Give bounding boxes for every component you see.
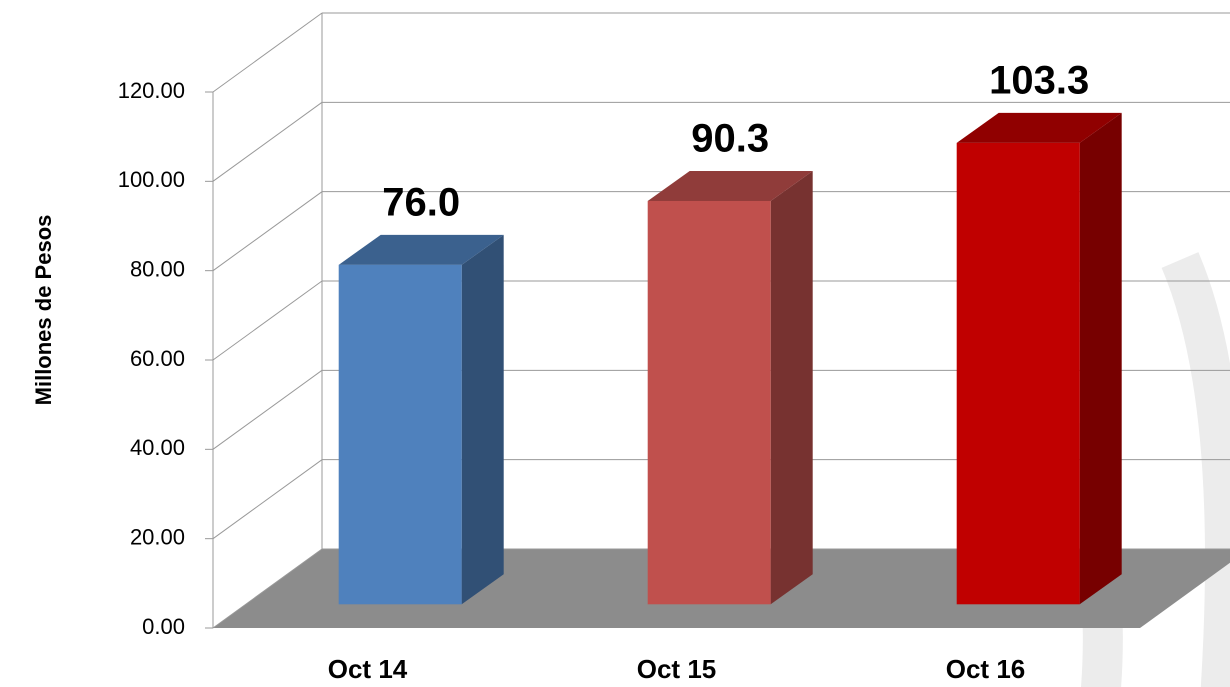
x-tick-label: Oct 15 [637,654,717,684]
bar-top [956,112,1122,143]
grid-line [212,369,323,450]
grid-line [212,280,323,361]
bar [338,264,462,605]
y-tick-label: 0.00 [142,614,185,639]
y-tick-label: 60.00 [130,346,185,371]
bar-side [770,170,813,605]
grid-line [212,459,323,540]
y-tick-label: 80.00 [130,256,185,281]
bar-top [338,234,504,265]
grid-line [212,548,323,629]
bar [647,200,771,605]
y-tick-label: 40.00 [130,435,185,460]
bar [956,142,1080,605]
y-tick-label: 120.00 [118,78,185,103]
x-tick-label: Oct 16 [946,654,1026,684]
y-tick-label: 20.00 [130,524,185,549]
value-label: 103.3 [989,58,1089,102]
grid-line [212,12,323,93]
grid-line [212,101,323,182]
bar-top [647,170,813,201]
y-axis-title: Millones de Pesos [31,215,56,406]
y-tick-label: 100.00 [118,167,185,192]
bar-side [1079,112,1122,605]
x-tick-label: Oct 14 [328,654,408,684]
grid-line [212,191,323,272]
bar-side [461,234,504,605]
value-label: 90.3 [691,117,769,161]
value-label: 76.0 [382,180,460,224]
